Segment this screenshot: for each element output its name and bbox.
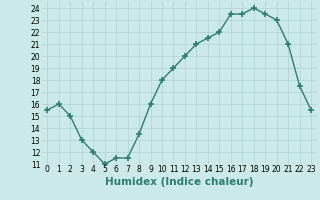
X-axis label: Humidex (Indice chaleur): Humidex (Indice chaleur) [105,177,253,187]
